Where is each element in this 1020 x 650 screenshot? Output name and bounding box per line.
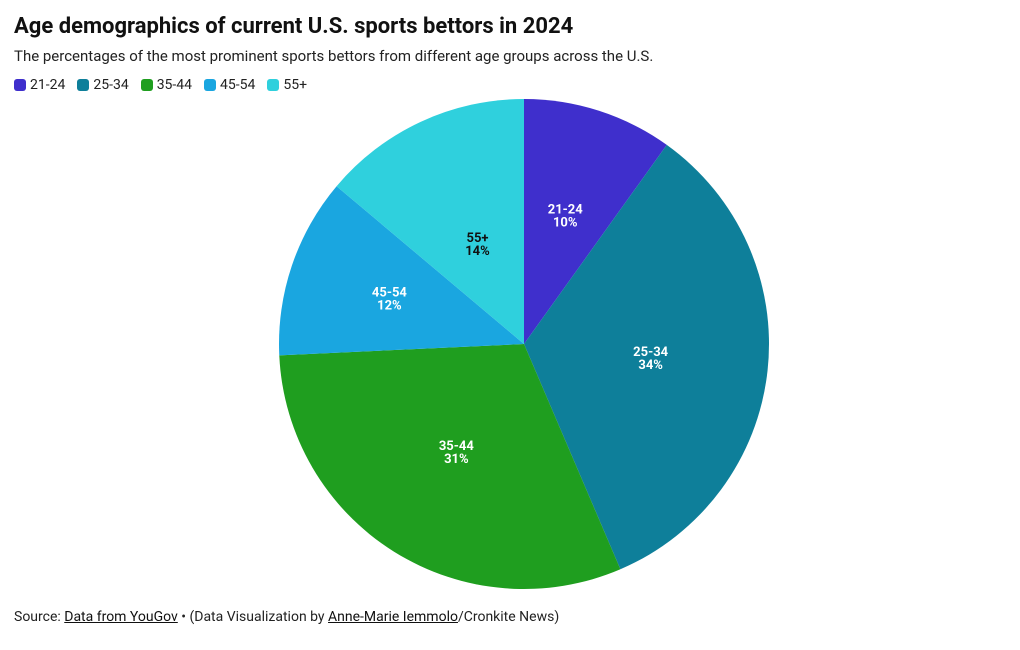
source-mid: • (Data Visualization by bbox=[178, 609, 328, 625]
legend-swatch bbox=[141, 79, 153, 91]
legend-label: 21-24 bbox=[30, 77, 65, 93]
legend-swatch bbox=[14, 79, 26, 91]
legend-item-55: 55+ bbox=[267, 77, 307, 93]
slice-label-55: 55+14% bbox=[465, 231, 490, 259]
legend-label: 35-44 bbox=[157, 77, 192, 93]
source-suffix: /Cronkite News) bbox=[458, 609, 559, 625]
legend-swatch bbox=[267, 79, 279, 91]
legend-label: 25-34 bbox=[93, 77, 128, 93]
source-link-author[interactable]: Anne-Marie Iemmolo bbox=[328, 609, 458, 625]
legend-item-2534: 25-34 bbox=[77, 77, 128, 93]
pie-chart-area: 21-2410%25-3434%35-4431%45-5412%55+14% bbox=[14, 99, 1006, 599]
source-link-yougov[interactable]: Data from YouGov bbox=[64, 609, 178, 625]
chart-title: Age demographics of current U.S. sports … bbox=[14, 14, 1006, 39]
legend-item-4554: 45-54 bbox=[204, 77, 255, 93]
chart-subtitle: The percentages of the most prominent sp… bbox=[14, 47, 1006, 65]
pie-chart: 21-2410%25-3434%35-4431%45-5412%55+14% bbox=[14, 99, 1006, 599]
legend-swatch bbox=[77, 79, 89, 91]
source-prefix: Source: bbox=[14, 609, 64, 625]
legend-label: 55+ bbox=[283, 77, 307, 93]
legend: 21-24 25-34 35-44 45-54 55+ bbox=[14, 77, 1006, 93]
source-line: Source: Data from YouGov • (Data Visuali… bbox=[14, 609, 1006, 625]
legend-item-2124: 21-24 bbox=[14, 77, 65, 93]
legend-swatch bbox=[204, 79, 216, 91]
legend-label: 45-54 bbox=[220, 77, 255, 93]
legend-item-3544: 35-44 bbox=[141, 77, 192, 93]
